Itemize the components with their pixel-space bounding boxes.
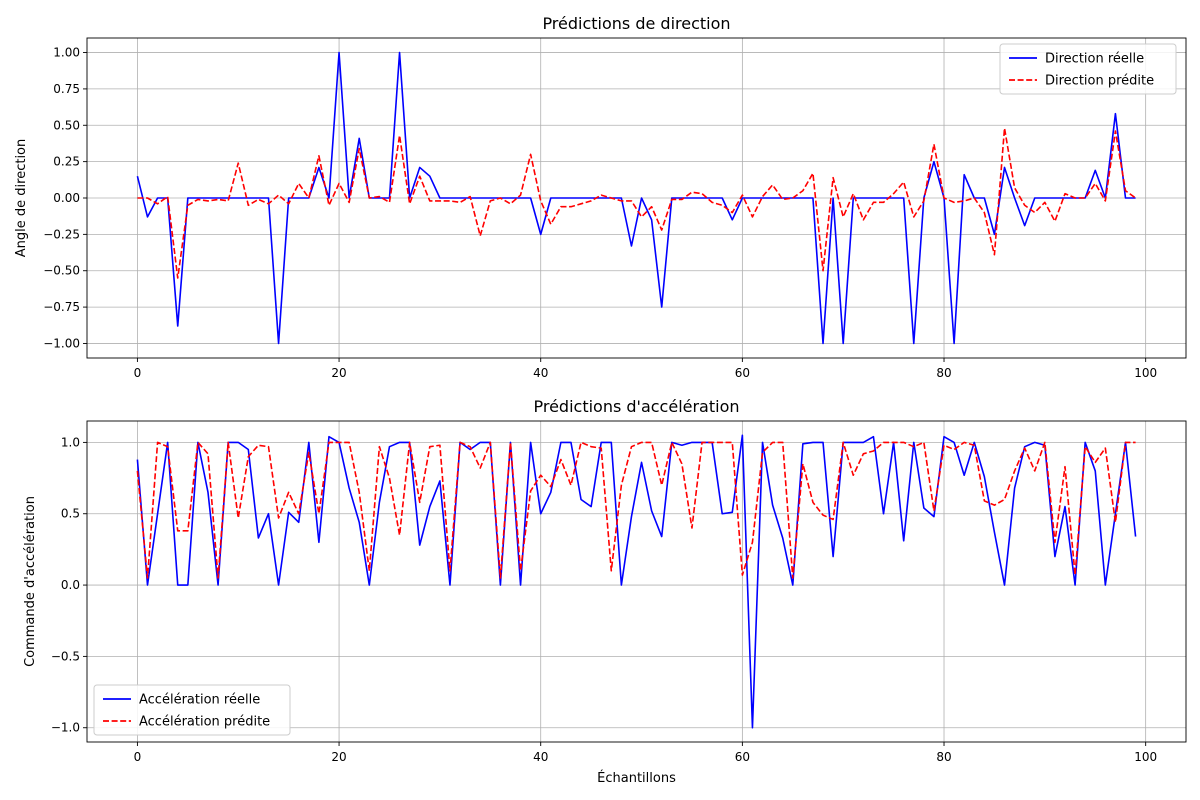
x-tick-label: 20 [331,366,346,380]
chart-title: Prédictions d'accélération [533,397,739,416]
x-tick-label: 80 [936,750,951,764]
x-tick-label: 0 [134,750,142,764]
chart-1: 0 20 40 60 80 100 −1.00 −0.75 −0.50 −0.25 0.00 0.25… [14,14,1187,380]
legend-label-1: Accélération réelle [139,693,260,708]
legend-label-1: Direction réelle [1045,52,1144,67]
x-tick-label: 60 [735,750,750,764]
legend-label-2: Direction prédite [1045,74,1154,89]
legend-label-2: Accélération prédite [139,715,270,730]
legend-box [93,684,291,736]
y-tick-label: 0.50 [53,118,80,132]
y-tick-label: −0.25 [43,227,80,241]
y-tick-label: −1.00 [43,336,80,350]
x-tick-label: 80 [936,366,951,380]
x-tick-label: 100 [1134,750,1157,764]
series-line-2 [137,127,1137,279]
series-line-1 [136,51,1136,345]
y-tick-label: −0.5 [51,649,80,663]
x-tick-label: 60 [735,366,750,380]
x-tick-label: 100 [1134,366,1157,380]
chart-title: Prédictions de direction [542,14,730,33]
x-tick-label: 0 [134,366,142,380]
x-axis-label: Échantillons [597,770,676,786]
legend: Direction réelle Direction prédite [999,43,1177,95]
y-tick-label: 0.75 [53,82,80,96]
x-tick-label: 40 [533,366,548,380]
y-tick-label: −1.0 [51,721,80,735]
y-tick-label: −0.50 [43,264,80,278]
x-tick-label: 40 [533,750,548,764]
chart-2: 0 20 40 60 80 100 −1.0 −0.5 0.0 0.5 1.0 Prédictions… [23,397,1187,786]
y-tick-label: 0.00 [53,191,80,205]
y-axis-label: Angle de direction [14,139,29,257]
y-tick-label: 0.25 [53,155,80,169]
y-tick-label: 1.00 [53,46,80,60]
legend-box [999,43,1177,95]
x-tick-label: 20 [331,750,346,764]
y-tick-label: 0.0 [61,578,80,592]
y-tick-label: 0.5 [61,507,80,521]
y-tick-label: 1.0 [61,435,80,449]
y-tick-label: −0.75 [43,300,80,314]
plot-frame [86,420,1187,743]
series-line-2 [136,441,1136,579]
legend: Accélération réelle Accélération prédite [93,684,291,736]
y-axis-label: Commande d'accélération [23,496,38,667]
